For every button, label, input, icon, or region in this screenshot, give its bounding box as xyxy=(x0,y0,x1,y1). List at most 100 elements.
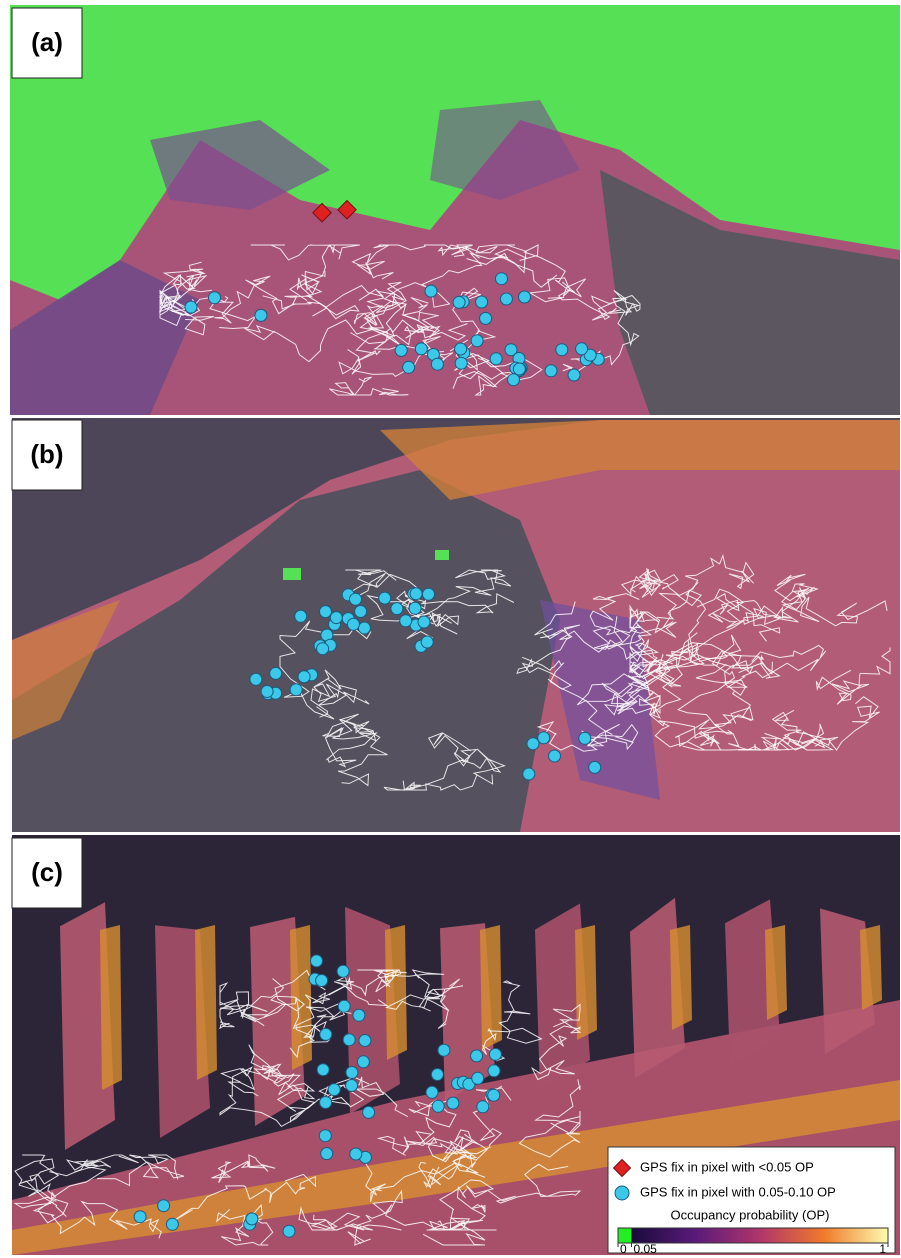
gps-fix xyxy=(134,1211,146,1223)
gps-fix xyxy=(320,1028,332,1040)
terrain-column xyxy=(385,925,407,1060)
gps-fix xyxy=(270,667,282,679)
gps-fix xyxy=(423,588,435,600)
gps-fix xyxy=(523,768,535,780)
gps-fix xyxy=(421,636,433,648)
colorbar-tick-label: 0.05 xyxy=(634,1242,658,1256)
terrain-column xyxy=(670,925,692,1030)
gps-fix xyxy=(346,1067,358,1079)
panel-a-terrain xyxy=(10,5,900,415)
panel-label: (b) xyxy=(30,439,63,469)
gps-fix xyxy=(477,1101,489,1113)
gps-fix xyxy=(158,1200,170,1212)
gps-fix xyxy=(246,1213,258,1225)
panel-label: (c) xyxy=(31,857,63,887)
colorbar-title: Occupancy probability (OP) xyxy=(671,1207,830,1222)
gps-fix xyxy=(549,750,561,762)
gps-fix xyxy=(343,1034,355,1046)
gps-fix xyxy=(357,1056,369,1068)
gps-fix xyxy=(438,1044,450,1056)
gps-fix xyxy=(409,602,421,614)
legend: GPS fix in pixel with <0.05 OP GPS fix i… xyxy=(608,1147,895,1256)
gps-fix xyxy=(556,344,568,356)
gps-fix xyxy=(455,343,467,355)
gps-fix xyxy=(400,615,412,627)
gps-fix xyxy=(320,1097,332,1109)
gps-fix xyxy=(403,361,415,373)
gps-fix xyxy=(410,588,422,600)
gps-fix xyxy=(500,293,512,305)
gps-fix xyxy=(579,732,591,744)
gps-fix xyxy=(353,1009,365,1021)
gps-fix xyxy=(431,1069,443,1081)
gps-fix xyxy=(489,1048,501,1060)
gps-fix xyxy=(527,738,539,750)
terrain-column xyxy=(575,925,597,1040)
gps-fix xyxy=(311,955,323,967)
gps-fix xyxy=(379,592,391,604)
gps-fix xyxy=(589,761,601,773)
legend-label: GPS fix in pixel with <0.05 OP xyxy=(640,1159,814,1174)
gps-fix xyxy=(480,312,492,324)
gps-fix xyxy=(432,1100,444,1112)
gps-fix xyxy=(471,1050,483,1062)
gps-fix xyxy=(337,965,349,977)
gps-fix xyxy=(425,285,437,297)
gps-fix xyxy=(317,643,329,655)
gps-fix xyxy=(488,1089,500,1101)
gps-fix xyxy=(395,344,407,356)
gps-fix xyxy=(350,593,362,605)
gps-fix xyxy=(472,1072,484,1084)
terrain-column xyxy=(765,925,787,1020)
gps-fix xyxy=(317,1064,329,1076)
gps-fix xyxy=(320,606,332,618)
colorbar-tick-label: 1 xyxy=(879,1242,886,1256)
gps-fix xyxy=(488,1065,500,1077)
gps-fix xyxy=(319,1130,331,1142)
terrain-column xyxy=(860,925,882,1010)
gps-fix xyxy=(338,1000,350,1012)
gps-fix xyxy=(490,353,502,365)
gps-fix xyxy=(545,365,557,377)
gps-fix xyxy=(359,1035,371,1047)
gps-fix xyxy=(415,343,427,355)
gps-fix xyxy=(209,292,221,304)
gps-fix xyxy=(298,671,310,683)
panel-label: (a) xyxy=(31,27,63,57)
gps-fix xyxy=(321,1148,333,1160)
panel-b-terrain xyxy=(12,418,900,832)
gps-fix xyxy=(261,686,273,698)
gps-fix xyxy=(316,975,328,987)
gps-fix xyxy=(455,357,467,369)
gps-fix xyxy=(350,1148,362,1160)
gps-fix xyxy=(290,684,302,696)
gps-fix xyxy=(347,618,359,630)
gps-fix xyxy=(355,606,367,618)
gps-fix xyxy=(418,616,430,628)
gps-fix xyxy=(295,610,307,622)
gps-fix xyxy=(568,369,580,381)
gps-fix xyxy=(576,343,588,355)
gps-fix xyxy=(496,273,508,285)
gps-fix xyxy=(508,374,520,386)
gps-fix xyxy=(330,612,342,624)
terrain-column xyxy=(195,925,217,1080)
gps-fix xyxy=(346,1080,358,1092)
terrain-column xyxy=(100,925,122,1090)
gps-fix xyxy=(471,335,483,347)
colorbar-gradient xyxy=(632,1228,889,1243)
gps-fix xyxy=(447,1097,459,1109)
gps-fix xyxy=(426,1086,438,1098)
colorbar-tick-label: 0 xyxy=(620,1242,627,1256)
gps-fix xyxy=(283,1225,295,1237)
gps-fix xyxy=(328,1084,340,1096)
gps-fix xyxy=(255,309,267,321)
gps-fix xyxy=(519,291,531,303)
gps-fix xyxy=(363,1106,375,1118)
legend-label: GPS fix in pixel with 0.05-0.10 OP xyxy=(640,1184,836,1199)
gps-fix xyxy=(476,296,488,308)
legend-symbol xyxy=(615,1186,629,1200)
gps-fix xyxy=(250,673,262,685)
gps-fix xyxy=(166,1218,178,1230)
colorbar-green xyxy=(618,1228,632,1243)
